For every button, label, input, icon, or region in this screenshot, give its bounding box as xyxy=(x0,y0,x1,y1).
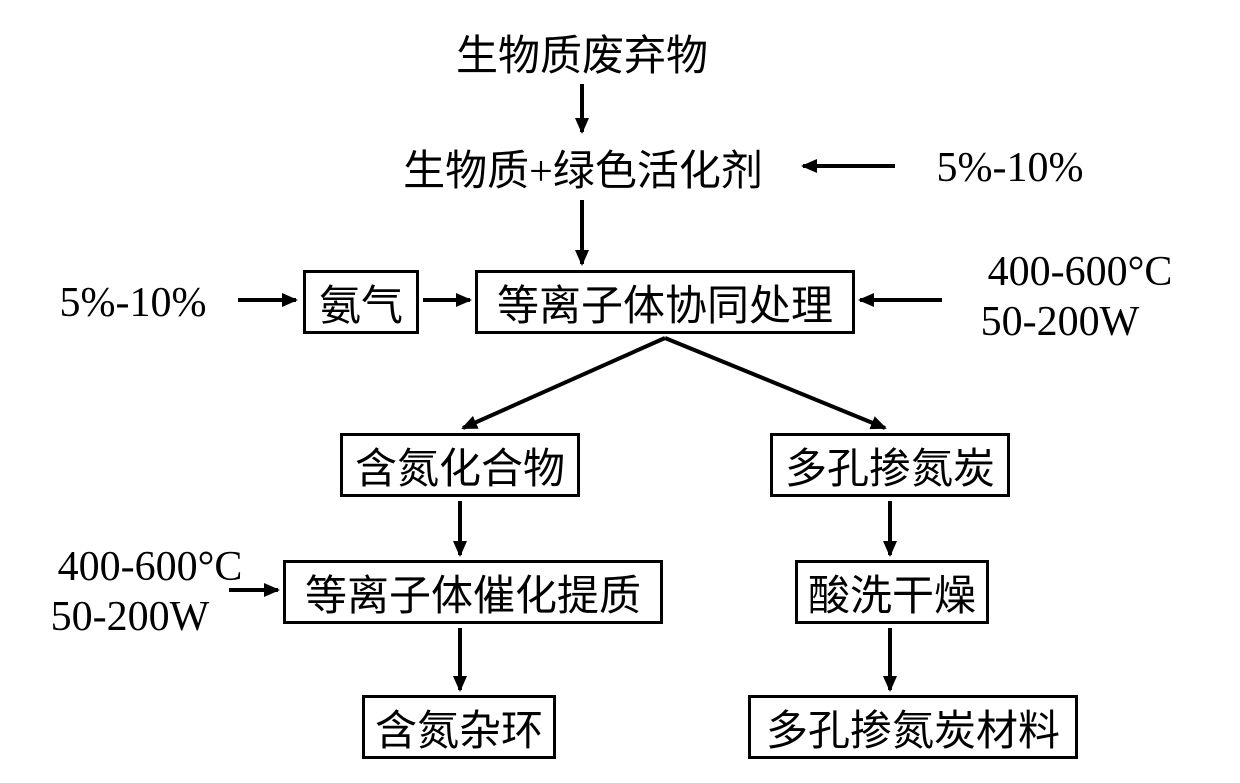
node-n_porous2: 多孔掺氮炭材料 xyxy=(748,695,1078,759)
node-n_mix: 生物质+绿色活化剂 xyxy=(373,140,793,195)
node-n_cond1b: 50-200W xyxy=(950,300,1170,344)
node-n_wash: 酸洗干燥 xyxy=(795,560,989,624)
arrow-6 xyxy=(463,338,665,428)
arrows-layer xyxy=(0,0,1240,783)
node-n_pct_left: 5%-10% xyxy=(28,275,238,330)
node-n_plasma1: 等离子体协同处理 xyxy=(475,270,855,334)
node-n_plasma2: 等离子体催化提质 xyxy=(283,560,663,624)
node-n_cond2b: 50-200W xyxy=(20,595,240,639)
node-n_cond2a: 400-600°C xyxy=(20,545,280,589)
node-n_top: 生物质废弃物 xyxy=(432,25,732,80)
node-n_porous1: 多孔掺氮炭 xyxy=(770,433,1010,497)
node-n_ncomp: 含氮化合物 xyxy=(340,433,580,497)
node-n_ammonia: 氨气 xyxy=(303,270,419,334)
node-n_hetero: 含氮杂环 xyxy=(362,695,556,759)
node-n_pct_right: 5%-10% xyxy=(905,140,1115,195)
node-n_cond1a: 400-600°C xyxy=(950,250,1210,294)
arrow-7 xyxy=(665,338,885,428)
